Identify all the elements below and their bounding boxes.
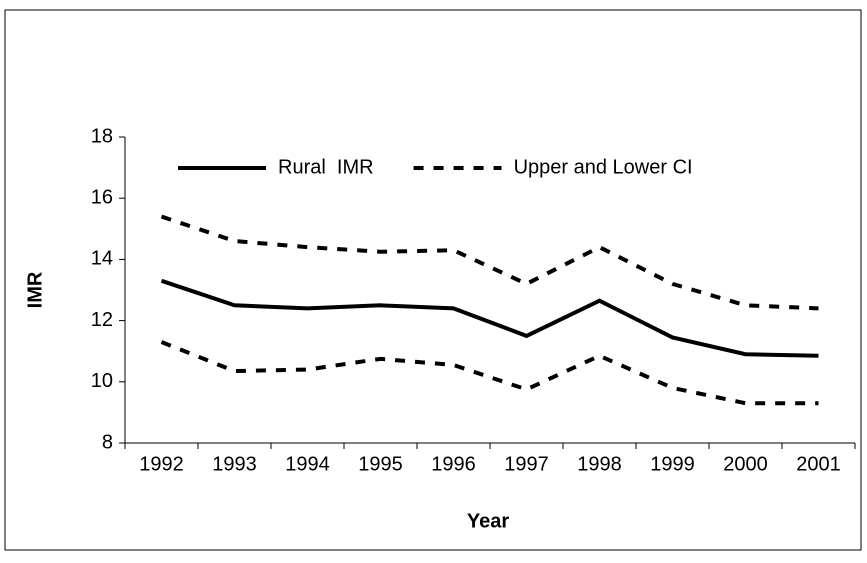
x-tick-label: 1994 (285, 453, 330, 475)
x-tick-label: 1993 (212, 453, 257, 475)
series-line (160, 278, 819, 358)
legend-label: Upper and Lower CI (514, 156, 693, 178)
y-axis-title: IMR (24, 271, 46, 308)
y-tick-label: 16 (91, 186, 113, 208)
y-tick-label: 10 (91, 370, 113, 392)
x-axis-title: Year (467, 510, 509, 532)
x-tick-label: 2000 (723, 453, 768, 475)
y-tick-label: 18 (91, 125, 113, 147)
y-tick-label: 12 (91, 309, 113, 331)
y-tick-label: 14 (91, 248, 113, 270)
x-tick-label: 1999 (650, 453, 695, 475)
legend-label: Rural IMR (278, 156, 374, 178)
x-tick-label: 1996 (431, 453, 476, 475)
x-tick-label: 1997 (504, 453, 549, 475)
x-tick-label: 1992 (139, 453, 184, 475)
x-tick-label: 2001 (796, 453, 841, 475)
chart-frame (4, 9, 862, 551)
y-tick-label: 8 (102, 431, 113, 453)
x-tick-label: 1995 (358, 453, 403, 475)
x-tick-label: 1998 (577, 453, 622, 475)
